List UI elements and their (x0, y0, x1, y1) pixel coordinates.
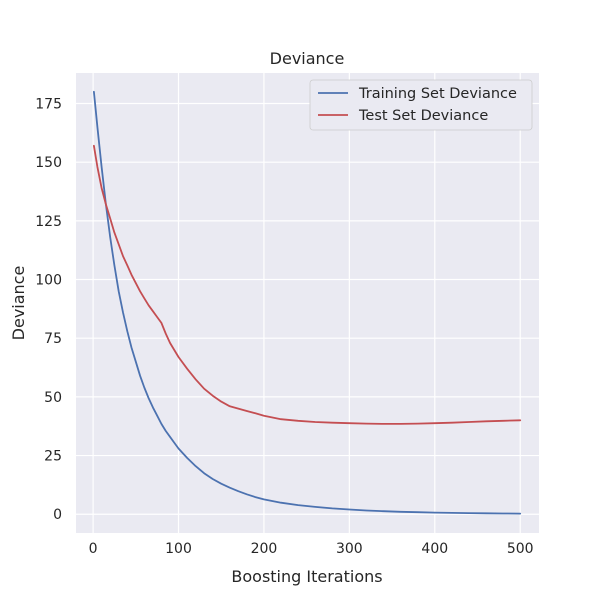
plot-area (76, 73, 539, 533)
tick-labels: 0 100 200 300 400 500 0 25 50 75 100 125 150 175 (35, 97, 533, 557)
training-deviance-line (93, 90, 522, 515)
x-tick-label: 100 (165, 541, 192, 557)
test-deviance-line (93, 144, 522, 425)
chart-title: Deviance (270, 49, 345, 68)
x-tick-label: 500 (507, 541, 534, 557)
y-tick-label: 50 (44, 390, 62, 406)
y-tick-label: 25 (44, 449, 62, 465)
x-tick-label: 400 (421, 541, 448, 557)
series-layer (93, 90, 522, 515)
y-tick-label: 0 (53, 507, 62, 523)
x-tick-label: 200 (251, 541, 278, 557)
y-tick-label: 150 (35, 155, 62, 171)
x-axis-label: Boosting Iterations (231, 567, 382, 586)
x-tick-label: 0 (89, 541, 98, 557)
x-tick-label: 300 (336, 541, 363, 557)
y-tick-label: 75 (44, 331, 62, 347)
legend-box (309, 79, 533, 131)
y-tick-label: 125 (35, 214, 62, 230)
y-axis-label: Deviance (9, 266, 28, 341)
legend: Training Set Deviance Test Set Deviance (309, 79, 533, 131)
y-tick-label: 175 (35, 97, 62, 113)
y-tick-label: 100 (35, 273, 62, 289)
legend-test-label: Test Set Deviance (358, 108, 488, 124)
legend-training-label: Training Set Deviance (358, 86, 517, 102)
